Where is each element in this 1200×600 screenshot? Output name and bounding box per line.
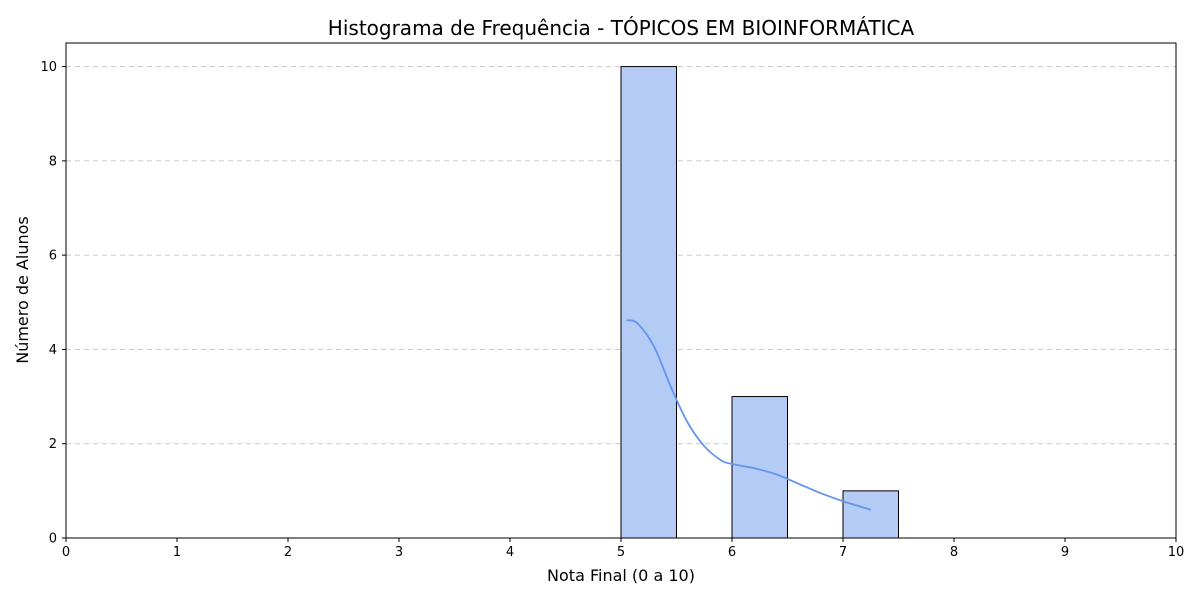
y-axis-ticks: 0 2 4 6 8 10 (40, 60, 66, 547)
x-tick-label: 8 (950, 545, 958, 560)
y-tick-label: 8 (49, 154, 57, 169)
x-tick-label: 0 (62, 545, 70, 560)
y-axis-label: Número de Alunos (13, 216, 32, 364)
histogram-bar (620, 66, 677, 539)
x-axis-ticks: 0 1 2 3 4 5 6 7 8 9 10 (62, 538, 1184, 560)
x-tick-label: 10 (1168, 545, 1185, 560)
y-tick-label: 2 (49, 437, 57, 452)
y-tick-label: 6 (49, 249, 57, 264)
histogram-bar (731, 396, 788, 539)
histogram-bar (842, 490, 899, 539)
histogram-bars (620, 66, 899, 539)
x-tick-label: 4 (506, 545, 514, 560)
kde-line (626, 319, 872, 511)
x-axis-label: Nota Final (0 a 10) (547, 566, 695, 585)
x-tick-label: 1 (173, 545, 181, 560)
x-tick-label: 7 (839, 545, 847, 560)
x-tick-label: 3 (395, 545, 403, 560)
x-tick-label: 6 (728, 545, 736, 560)
x-tick-label: 2 (284, 545, 292, 560)
y-tick-label: 0 (49, 532, 57, 547)
x-tick-label: 9 (1061, 545, 1069, 560)
grid-lines (66, 66, 1176, 445)
y-tick-label: 10 (40, 60, 57, 75)
y-tick-label: 4 (49, 343, 57, 358)
chart-title: Histograma de Frequência - TÓPICOS EM BI… (328, 16, 915, 40)
x-tick-label: 5 (617, 545, 625, 560)
kde-curve-group (626, 319, 872, 511)
